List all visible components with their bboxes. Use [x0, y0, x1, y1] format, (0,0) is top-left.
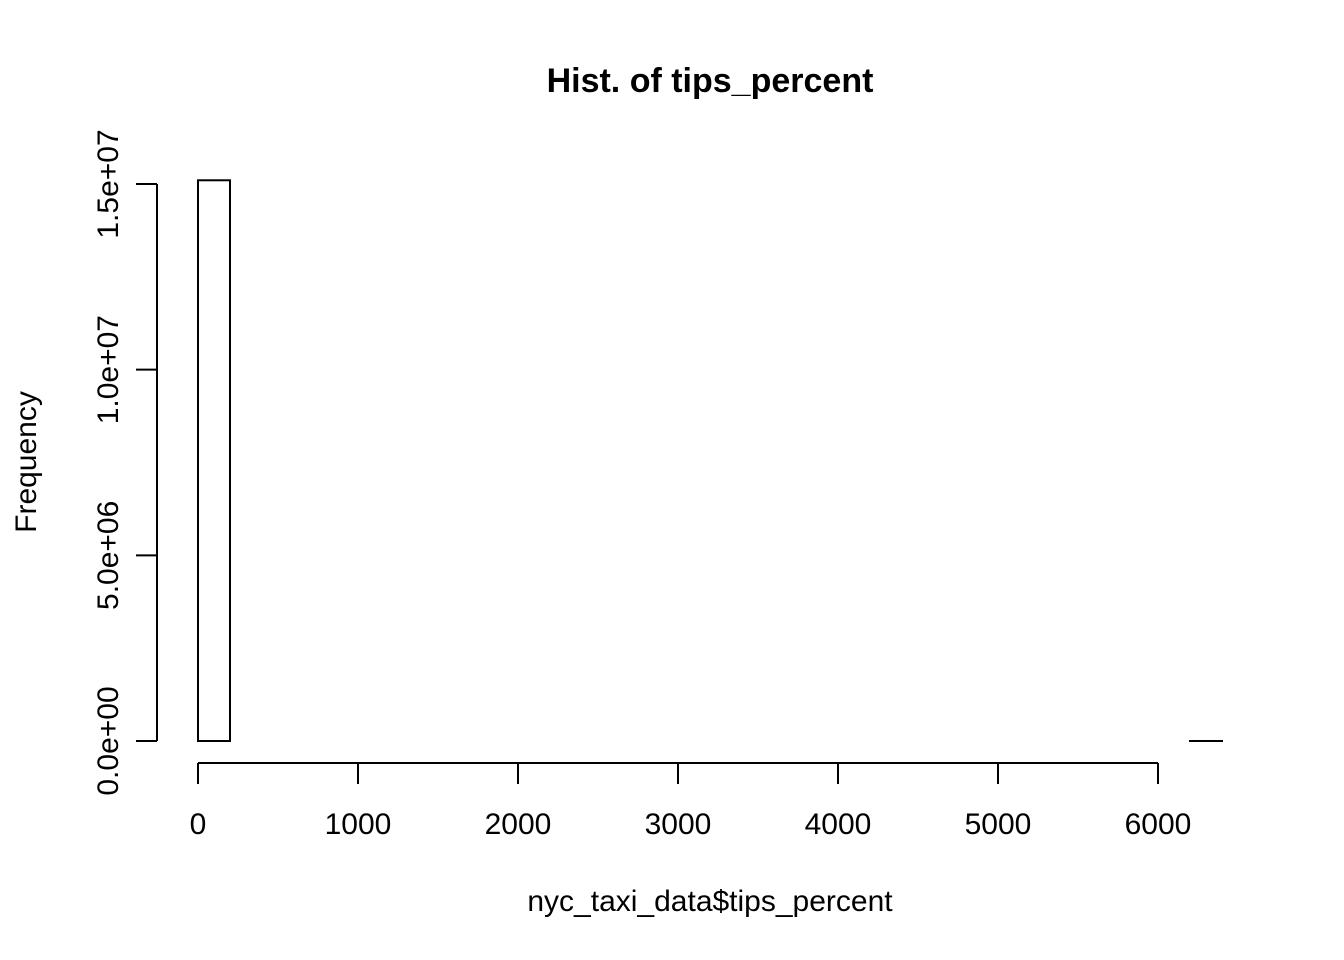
y-tick-label: 1.5e+07 [92, 129, 125, 238]
x-tick-label: 6000 [1125, 808, 1192, 841]
x-tick-label: 1000 [325, 808, 392, 841]
histogram-bar-0 [197, 179, 231, 742]
y-axis: 0.0e+00 5.0e+06 1.0e+07 1.5e+07 [92, 129, 158, 796]
y-axis-label: Frequency [10, 391, 43, 533]
y-tick-label: 5.0e+06 [92, 501, 125, 610]
x-tick-label: 0 [190, 808, 207, 841]
histogram-bars [197, 179, 1223, 742]
y-tick-label: 1.0e+07 [92, 315, 125, 424]
chart-title: Hist. of tips_percent [547, 62, 874, 100]
x-axis-label: nyc_taxi_data$tips_percent [527, 885, 893, 918]
x-axis: 0 1000 2000 3000 4000 5000 6000 [190, 762, 1192, 841]
x-tick-label: 5000 [965, 808, 1032, 841]
y-tick-label: 0.0e+00 [92, 686, 125, 795]
x-tick-label: 2000 [485, 808, 552, 841]
x-tick-label: 3000 [645, 808, 712, 841]
x-tick-label: 4000 [805, 808, 872, 841]
